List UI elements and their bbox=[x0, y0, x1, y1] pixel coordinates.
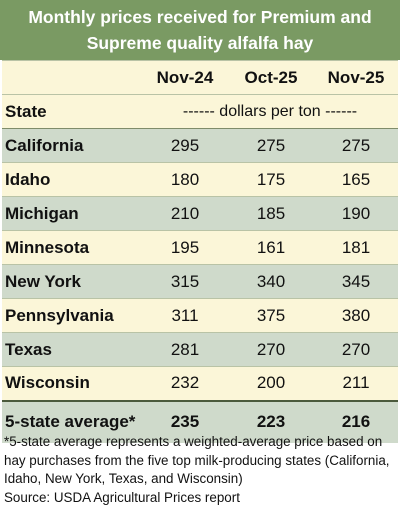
price-cell-nov-25: 165 bbox=[314, 162, 398, 197]
state-label: Texas bbox=[2, 332, 142, 367]
footnotes: *5-state average represents a weighted-a… bbox=[4, 433, 398, 507]
header-blank bbox=[2, 60, 142, 95]
state-label: Michigan bbox=[2, 196, 142, 231]
table-row-minnesota: Minnesota 195 161 181 bbox=[2, 230, 398, 265]
column-header-nov-24: Nov-24 bbox=[142, 60, 228, 95]
price-cell-nov-25: 275 bbox=[314, 128, 398, 163]
price-cell-oct-25: 275 bbox=[228, 128, 314, 163]
average-cell-nov-24: 235 bbox=[142, 399, 228, 443]
table-row-average: 5-state average* 235 223 216 bbox=[2, 399, 398, 443]
price-cell-nov-24: 281 bbox=[142, 332, 228, 367]
row-header-state: State bbox=[2, 94, 142, 129]
table-row-pennsylvania: Pennsylvania 311 375 380 bbox=[2, 298, 398, 333]
table-row-texas: Texas 281 270 270 bbox=[2, 332, 398, 367]
price-cell-oct-25: 161 bbox=[228, 230, 314, 265]
price-cell-oct-25: 270 bbox=[228, 332, 314, 367]
column-header-row: Nov-24 Oct-25 Nov-25 bbox=[2, 60, 398, 95]
average-label: 5-state average* bbox=[2, 399, 142, 443]
state-label: New York bbox=[2, 264, 142, 299]
title-line-1: Monthly prices received for Premium and bbox=[28, 7, 372, 27]
title-line-2: Supreme quality alfalfa hay bbox=[86, 33, 314, 53]
price-cell-nov-25: 270 bbox=[314, 332, 398, 367]
price-cell-oct-25: 375 bbox=[228, 298, 314, 333]
price-table: Nov-24 Oct-25 Nov-25 State ------ dollar… bbox=[2, 60, 398, 443]
chart-title: Monthly prices received for Premium and … bbox=[0, 0, 400, 60]
price-cell-nov-24: 295 bbox=[142, 128, 228, 163]
price-cell-nov-25: 380 bbox=[314, 298, 398, 333]
price-cell-oct-25: 200 bbox=[228, 366, 314, 401]
table-row-idaho: Idaho 180 175 165 bbox=[2, 162, 398, 197]
price-cell-nov-25: 181 bbox=[314, 230, 398, 265]
column-header-oct-25: Oct-25 bbox=[228, 60, 314, 95]
source-text: Source: USDA Agricultural Prices report bbox=[4, 489, 240, 505]
state-label: California bbox=[2, 128, 142, 163]
units-header-row: State ------ dollars per ton ------ bbox=[2, 94, 398, 129]
price-cell-oct-25: 185 bbox=[228, 196, 314, 231]
price-cell-nov-25: 345 bbox=[314, 264, 398, 299]
price-cell-nov-24: 180 bbox=[142, 162, 228, 197]
price-cell-nov-24: 315 bbox=[142, 264, 228, 299]
table-row-michigan: Michigan 210 185 190 bbox=[2, 196, 398, 231]
price-cell-nov-25: 190 bbox=[314, 196, 398, 231]
state-label: Pennsylvania bbox=[2, 298, 142, 333]
price-cell-nov-24: 210 bbox=[142, 196, 228, 231]
table-row-california: California 295 275 275 bbox=[2, 128, 398, 163]
state-label: Wisconsin bbox=[2, 366, 142, 401]
price-cell-oct-25: 340 bbox=[228, 264, 314, 299]
column-header-nov-25: Nov-25 bbox=[314, 60, 398, 95]
price-table-body: Nov-24 Oct-25 Nov-25 State ------ dollar… bbox=[2, 60, 398, 443]
price-cell-nov-24: 311 bbox=[142, 298, 228, 333]
average-cell-oct-25: 223 bbox=[228, 399, 314, 443]
average-cell-nov-25: 216 bbox=[314, 399, 398, 443]
price-cell-nov-25: 211 bbox=[314, 366, 398, 401]
table-row-new-york: New York 315 340 345 bbox=[2, 264, 398, 299]
price-cell-oct-25: 175 bbox=[228, 162, 314, 197]
price-cell-nov-24: 232 bbox=[142, 366, 228, 401]
price-cell-nov-24: 195 bbox=[142, 230, 228, 265]
units-label: ------ dollars per ton ------ bbox=[142, 94, 398, 129]
table-row-wisconsin: Wisconsin 232 200 211 bbox=[2, 366, 398, 401]
state-label: Minnesota bbox=[2, 230, 142, 265]
footnote-text: *5-state average represents a weighted-a… bbox=[4, 434, 390, 486]
state-label: Idaho bbox=[2, 162, 142, 197]
